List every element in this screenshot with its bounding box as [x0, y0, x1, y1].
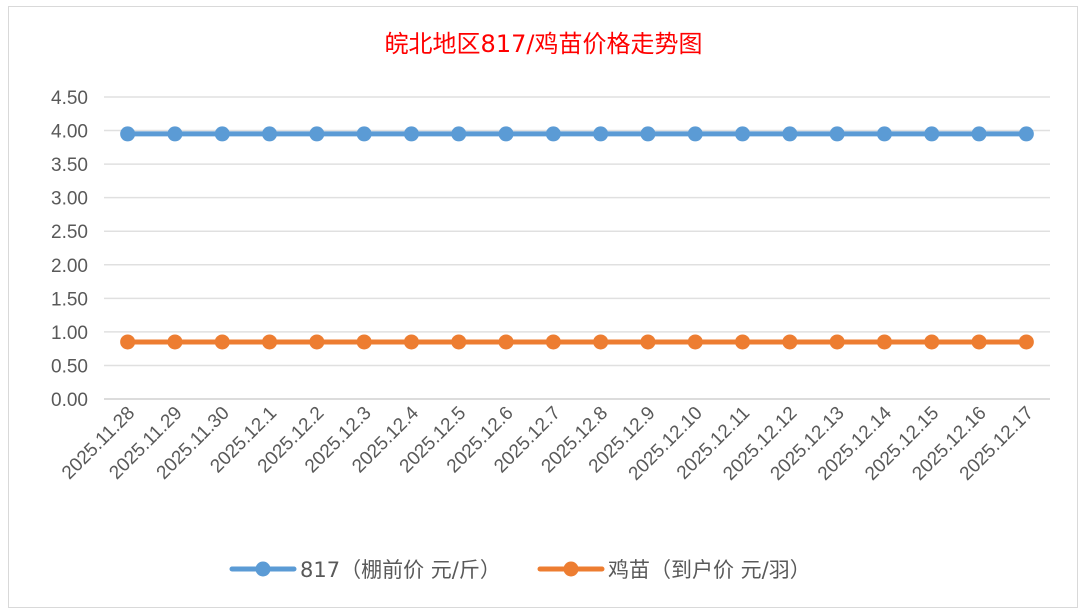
y-tick-label: 4.00 [51, 122, 88, 143]
data-point [545, 126, 561, 142]
chart-title: 皖北地区817/鸡苗价格走势图 [384, 30, 703, 58]
data-point [971, 334, 987, 350]
data-point [403, 126, 419, 142]
data-point [120, 126, 136, 142]
data-point [451, 126, 467, 142]
legend-label: 鸡苗（到户价 元/羽） [608, 558, 811, 582]
data-point [356, 334, 372, 350]
data-point [829, 334, 845, 350]
data-point [356, 126, 372, 142]
data-point [971, 126, 987, 142]
y-tick-label: 0.50 [51, 356, 88, 377]
data-point [876, 334, 892, 350]
data-point [735, 126, 751, 142]
data-point [876, 126, 892, 142]
data-point [782, 126, 798, 142]
data-point [262, 334, 278, 350]
data-point [545, 334, 561, 350]
y-tick-label: 2.00 [51, 256, 88, 277]
y-tick-label: 3.00 [51, 189, 88, 210]
data-point [214, 126, 230, 142]
data-point [498, 334, 514, 350]
y-tick-label: 3.50 [51, 155, 88, 176]
data-point [1018, 126, 1034, 142]
legend-marker-icon [563, 561, 579, 577]
chart-area [8, 6, 1078, 608]
data-point [498, 126, 514, 142]
legend-marker-icon [255, 561, 271, 577]
data-point [640, 334, 656, 350]
data-point [687, 126, 703, 142]
data-point [1018, 334, 1034, 350]
y-tick-label: 0.00 [51, 390, 88, 411]
data-point [687, 334, 703, 350]
data-point [214, 334, 230, 350]
data-point [782, 334, 798, 350]
data-point [167, 334, 183, 350]
y-tick-label: 1.50 [51, 289, 88, 310]
y-tick-label: 4.50 [51, 88, 88, 109]
data-point [593, 126, 609, 142]
legend-label: 817（棚前价 元/斤） [300, 558, 501, 582]
data-point [829, 126, 845, 142]
y-tick-label: 2.50 [51, 222, 88, 243]
data-point [924, 126, 940, 142]
data-point [924, 334, 940, 350]
data-point [309, 126, 325, 142]
data-point [167, 126, 183, 142]
data-point [262, 126, 278, 142]
data-point [120, 334, 136, 350]
data-point [640, 126, 656, 142]
y-tick-label: 1.00 [51, 323, 88, 344]
data-point [309, 334, 325, 350]
data-point [451, 334, 467, 350]
data-point [403, 334, 419, 350]
data-point [593, 334, 609, 350]
data-point [735, 334, 751, 350]
